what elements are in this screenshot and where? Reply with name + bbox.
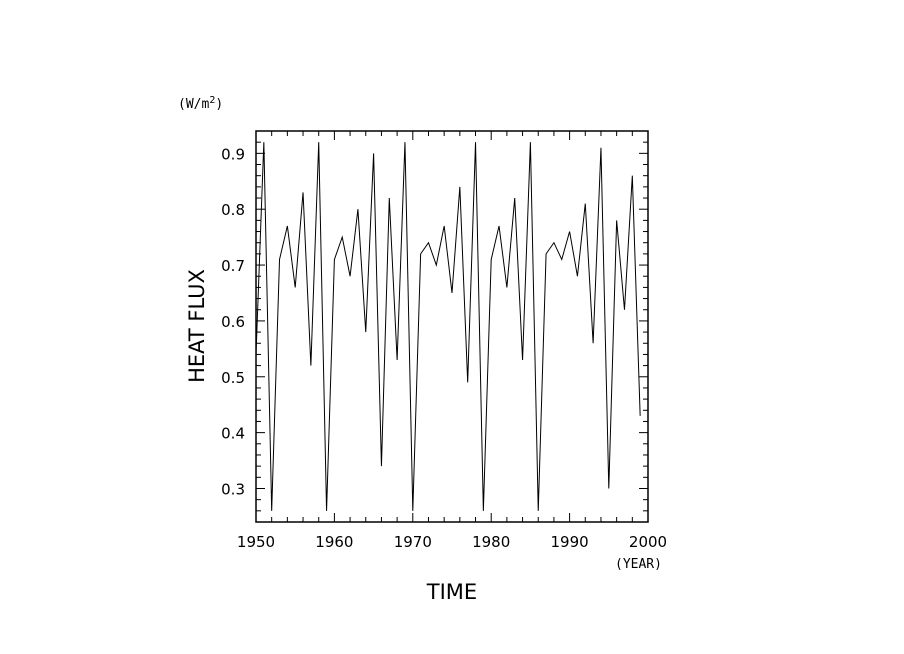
- y-unit-label: (W/m2): [178, 95, 223, 112]
- series-line: [255, 142, 641, 511]
- y-tick-label: 0.4: [221, 425, 245, 443]
- y-unit-superscript: 2: [209, 95, 215, 106]
- y-tick-label: 0.3: [221, 480, 245, 498]
- x-tick-label: 1970: [394, 533, 432, 551]
- axis-ticks: [255, 130, 649, 523]
- y-axis-title: HEAT FLUX: [185, 269, 209, 383]
- y-tick-label: 0.5: [221, 369, 245, 387]
- y-tick-label: 0.7: [221, 257, 245, 275]
- x-unit-label: (YEAR): [615, 557, 662, 572]
- x-tick-label: 1980: [472, 533, 510, 551]
- x-tick-label: 1960: [315, 533, 353, 551]
- x-axis-title: TIME: [426, 580, 477, 604]
- x-tick-label: 1990: [551, 533, 589, 551]
- x-tick-label: 2000: [629, 533, 667, 551]
- y-tick-label: 0.6: [221, 313, 245, 331]
- y-tick-label: 0.9: [221, 145, 245, 163]
- x-tick-label: 1950: [237, 533, 275, 551]
- tick-labels: 1950 1960 1970 1980 1990 2000 0.3 0.4 0.5 0.6 0.7 0…: [221, 145, 667, 551]
- y-tick-label: 0.8: [221, 201, 245, 219]
- plot-frame: [255, 130, 649, 523]
